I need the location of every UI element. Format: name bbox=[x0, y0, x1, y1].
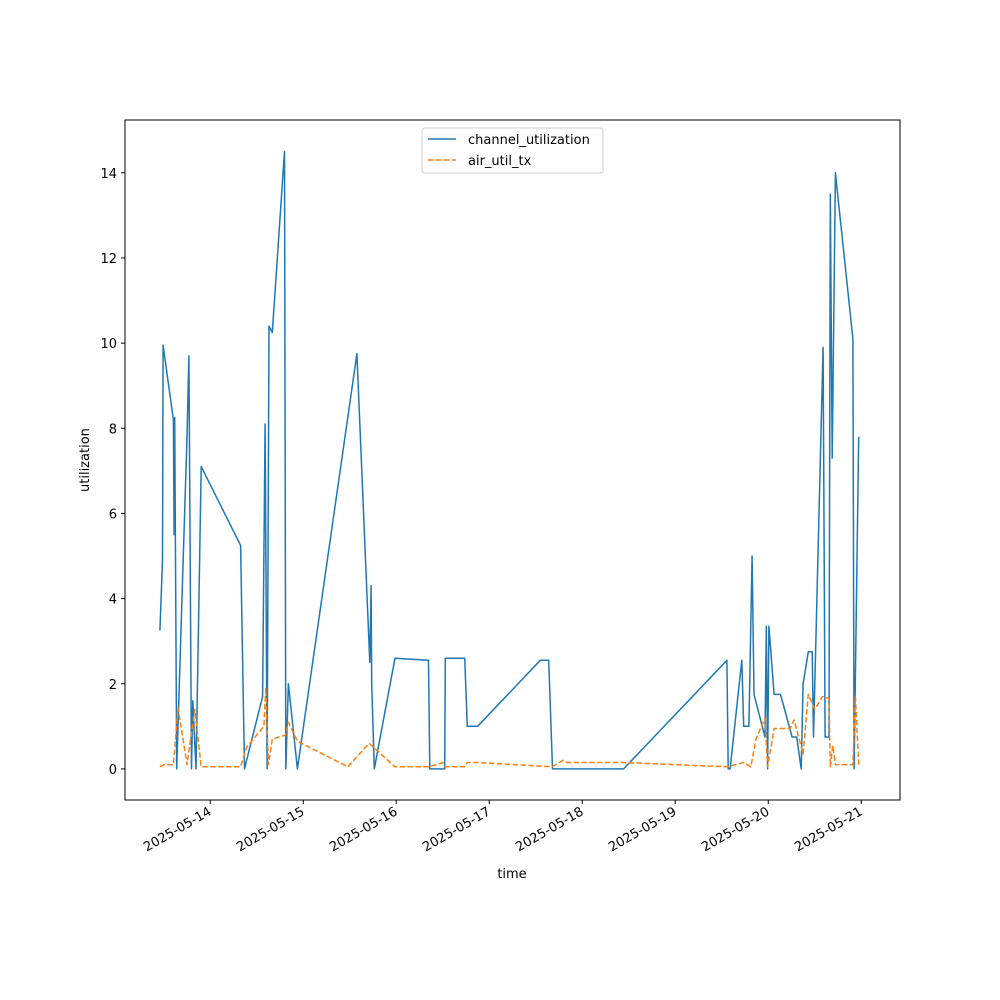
y-axis-label: utilization bbox=[78, 428, 93, 492]
y-tick-label: 8 bbox=[109, 422, 117, 437]
y-axis-ticks: 0 2 4 6 8 10 12 14 bbox=[100, 167, 125, 778]
y-tick-label: 0 bbox=[109, 763, 117, 778]
x-tick-label: 2025-05-21 bbox=[792, 804, 865, 855]
y-tick-label: 2 bbox=[109, 678, 117, 693]
series-line-channel-utilization bbox=[159, 150, 860, 770]
y-tick-label: 4 bbox=[109, 593, 117, 608]
x-tick-label: 2025-05-19 bbox=[606, 804, 679, 855]
x-tick-label: 2025-05-20 bbox=[699, 804, 772, 855]
x-axis-label: time bbox=[497, 867, 526, 882]
y-tick-label: 10 bbox=[100, 337, 117, 352]
legend-label-air-util-tx: air_util_tx bbox=[468, 154, 532, 169]
y-tick-label: 12 bbox=[100, 252, 117, 267]
x-axis-ticks: 2025-05-14 2025-05-15 2025-05-16 2025-05-17… bbox=[141, 800, 865, 855]
x-tick-label: 2025-05-14 bbox=[141, 804, 214, 855]
legend-box bbox=[421, 127, 604, 174]
x-tick-label: 2025-05-18 bbox=[513, 804, 586, 855]
series-layer bbox=[159, 150, 860, 770]
series-line-air-util-tx bbox=[159, 687, 860, 768]
legend: channel_utilization air_util_tx bbox=[421, 127, 604, 174]
y-tick-label: 6 bbox=[109, 507, 117, 522]
x-tick-label: 2025-05-16 bbox=[327, 804, 400, 855]
x-tick-label: 2025-05-15 bbox=[234, 804, 307, 855]
plot-frame bbox=[124, 119, 901, 801]
legend-label-channel-utilization: channel_utilization bbox=[468, 133, 590, 148]
x-tick-label: 2025-05-17 bbox=[420, 804, 493, 855]
y-tick-label: 14 bbox=[100, 167, 117, 182]
